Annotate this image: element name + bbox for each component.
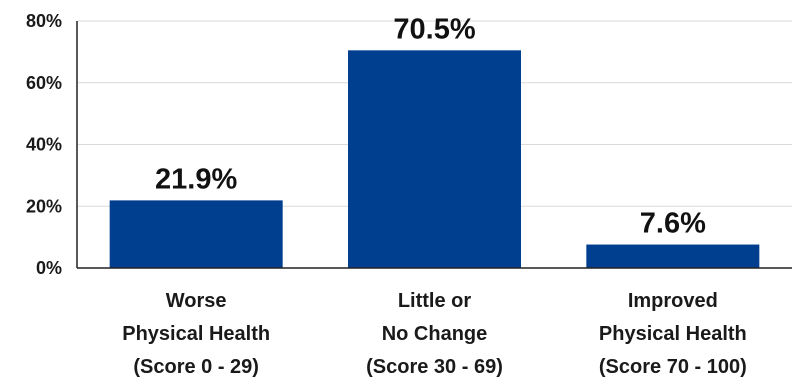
category-label-line: (Score 30 - 69) bbox=[366, 356, 503, 378]
category-label-line: (Score 70 - 100) bbox=[599, 356, 747, 378]
y-tick-label: 40% bbox=[26, 135, 62, 155]
category-label-line: Improved bbox=[628, 290, 718, 312]
bar bbox=[109, 200, 283, 268]
category-labels: Worse Physical Health (Score 0 - 29) Little… bbox=[122, 290, 747, 378]
data-label: 21.9% bbox=[155, 163, 237, 195]
data-label: 70.5% bbox=[393, 13, 475, 45]
category-label-line: (Score 0 - 29) bbox=[133, 356, 259, 378]
y-tick-label: 60% bbox=[26, 73, 62, 93]
data-labels: 21.9% 70.5% 7.6% bbox=[155, 13, 706, 239]
data-label: 7.6% bbox=[640, 208, 706, 240]
bars bbox=[109, 50, 760, 268]
category-label: Improved Physical Health (Score 70 - 100) bbox=[599, 290, 747, 378]
category-label-line: Worse bbox=[166, 290, 227, 312]
y-tick-label: 80% bbox=[26, 11, 62, 31]
category-label: Worse Physical Health (Score 0 - 29) bbox=[122, 290, 270, 378]
category-label-line: Physical Health bbox=[122, 323, 270, 345]
bar bbox=[586, 244, 760, 268]
category-label-line: Little or bbox=[398, 290, 472, 312]
axes bbox=[76, 21, 792, 269]
y-tick-label: 0% bbox=[36, 258, 62, 278]
bar bbox=[348, 50, 521, 268]
category-label-line: Physical Health bbox=[599, 323, 747, 345]
category-label: Little or No Change (Score 30 - 69) bbox=[366, 290, 503, 378]
y-tick-label: 20% bbox=[26, 196, 62, 216]
y-tick-labels: 0% 20% 40% 60% 80% bbox=[26, 11, 62, 278]
category-label-line: No Change bbox=[382, 323, 488, 345]
